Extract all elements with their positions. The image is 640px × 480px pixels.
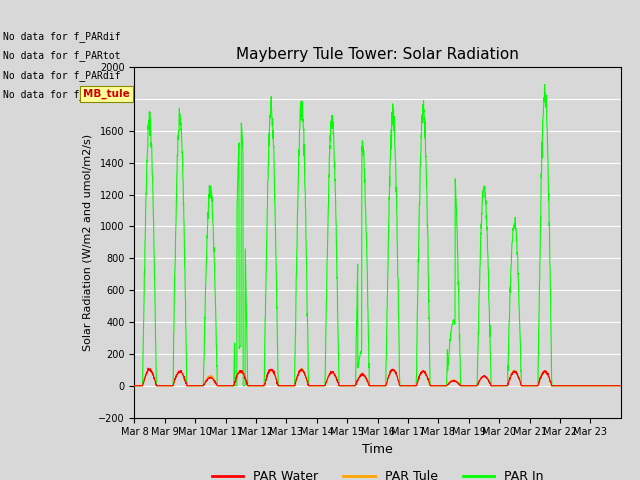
X-axis label: Time: Time (362, 443, 393, 456)
Text: MB_tule: MB_tule (83, 89, 130, 99)
Title: Mayberry Tule Tower: Solar Radiation: Mayberry Tule Tower: Solar Radiation (236, 47, 519, 62)
Text: No data for f_PARtot: No data for f_PARtot (3, 89, 121, 100)
Legend: PAR Water, PAR Tule, PAR In: PAR Water, PAR Tule, PAR In (207, 466, 548, 480)
Text: No data for f_PARdif: No data for f_PARdif (3, 31, 121, 42)
Text: No data for f_PARdif: No data for f_PARdif (3, 70, 121, 81)
Y-axis label: Solar Radiation (W/m2 and umol/m2/s): Solar Radiation (W/m2 and umol/m2/s) (83, 134, 93, 351)
Text: No data for f_PARtot: No data for f_PARtot (3, 50, 121, 61)
